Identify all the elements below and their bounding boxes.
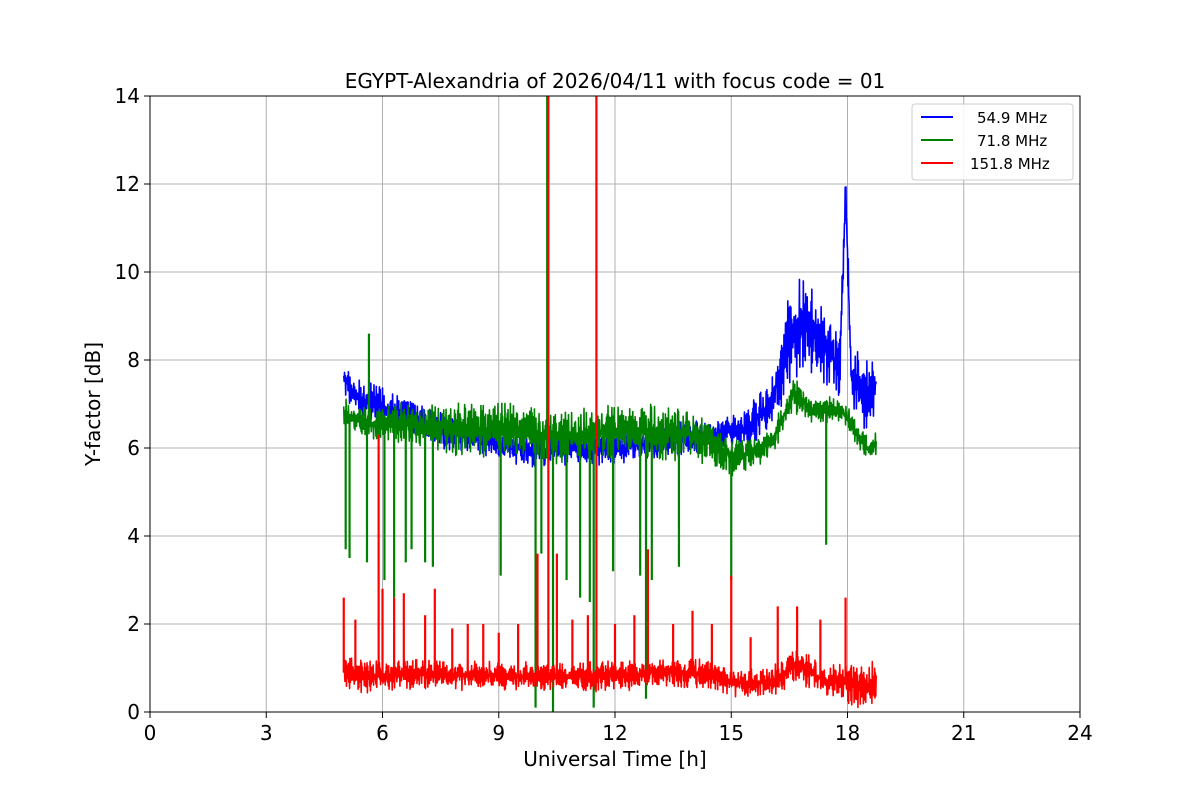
legend: 54.9 MHz 71.8 MHz 151.8 MHz bbox=[911, 103, 1074, 181]
x-tick-label: 0 bbox=[144, 721, 157, 745]
grid bbox=[149, 95, 1081, 713]
x-tick-label: 9 bbox=[492, 721, 505, 745]
x-tick-label: 24 bbox=[1067, 721, 1092, 745]
x-tick-label: 15 bbox=[719, 721, 744, 745]
legend-label-54-9: 54.9 MHz bbox=[977, 109, 1047, 127]
y-tick-label: 4 bbox=[127, 524, 140, 548]
x-axis-label: Universal Time [h] bbox=[523, 747, 706, 771]
y-axis-label: Y-factor [dB] bbox=[81, 342, 105, 467]
y-tick-label: 0 bbox=[127, 700, 140, 724]
series-151-8-mhz bbox=[342, 96, 877, 709]
x-tick-label: 18 bbox=[835, 721, 860, 745]
y-axis: 0 2 4 6 8 10 12 14 bbox=[115, 84, 150, 724]
x-tick-label: 21 bbox=[951, 721, 976, 745]
y-tick-label: 10 bbox=[115, 260, 140, 284]
y-tick-label: 2 bbox=[127, 612, 140, 636]
y-tick-label: 14 bbox=[115, 84, 140, 108]
legend-label-71-8: 71.8 MHz bbox=[977, 132, 1047, 150]
x-tick-label: 3 bbox=[260, 721, 273, 745]
x-tick-label: 12 bbox=[602, 721, 627, 745]
series-line-151-8-mhz bbox=[342, 650, 877, 709]
chart-title: EGYPT-Alexandria of 2026/04/11 with focu… bbox=[345, 69, 886, 93]
x-tick-label: 6 bbox=[376, 721, 389, 745]
x-axis: 0 3 6 9 12 15 18 21 24 bbox=[144, 712, 1093, 745]
legend-frame bbox=[911, 103, 1074, 181]
y-tick-label: 6 bbox=[127, 436, 140, 460]
y-tick-label: 12 bbox=[115, 172, 140, 196]
series-71-8-mhz bbox=[342, 96, 877, 712]
plot-area bbox=[342, 96, 877, 712]
legend-label-151-8: 151.8 MHz bbox=[970, 155, 1050, 173]
y-tick-label: 8 bbox=[127, 348, 140, 372]
